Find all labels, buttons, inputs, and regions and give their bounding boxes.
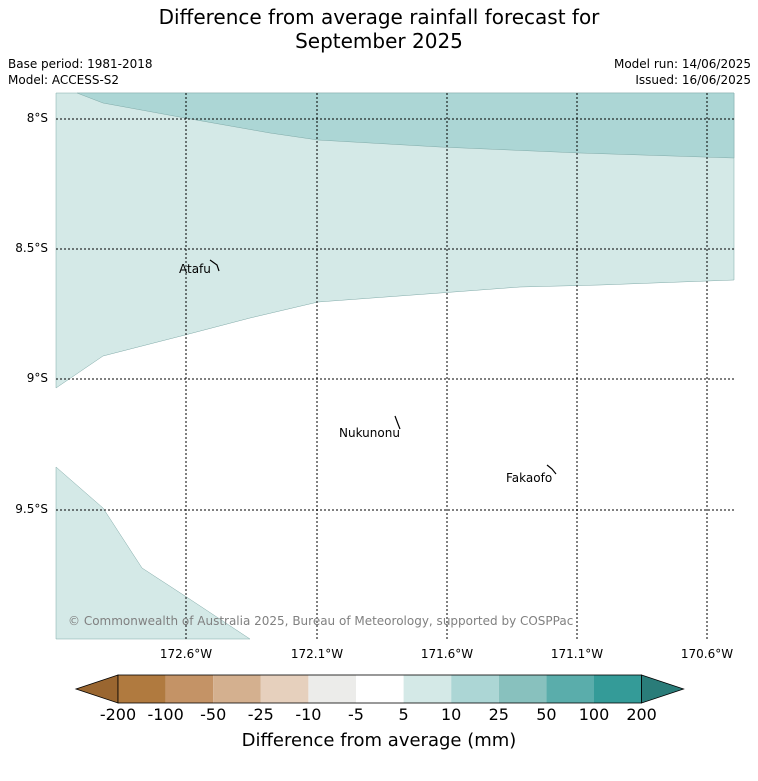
colorbar-extend-low [74, 674, 119, 704]
colorbar-tick-label: 50 [536, 705, 557, 724]
issued-date: Issued: 16/06/2025 [635, 73, 751, 87]
colorbar-outline [117, 674, 642, 704]
island-label-nukunonu: Nukunonu [339, 426, 400, 440]
colorbar-segment [356, 675, 404, 703]
colorbar-tick-label: -100 [147, 705, 184, 724]
lon-label-172-6w: 172.6°W [159, 647, 213, 661]
model-name: Model: ACCESS-S2 [8, 73, 120, 87]
colorbar-segment [308, 675, 356, 703]
colorbar-tick-label: 5 [398, 705, 409, 724]
meta-right: Model run: 14/06/2025 Issued: 16/06/2025 [614, 56, 751, 88]
colorbar-segment [118, 675, 166, 703]
colorbar-tick-label: 10 [441, 705, 462, 724]
colorbar-segment [260, 675, 309, 703]
colorbar-tick-label: -50 [200, 705, 227, 724]
colorbar-tick-label: -10 [295, 705, 322, 724]
rain-band-10-25 [76, 92, 735, 159]
colorbar-tick-label: -25 [247, 705, 274, 724]
colorbar-title: Difference from average (mm) [241, 730, 517, 751]
lon-label-170-6w: 170.6°W [680, 647, 734, 661]
colorbar-tick-label: 100 [578, 705, 610, 724]
colorbar-tick-label: 25 [488, 705, 509, 724]
gridlines [56, 93, 734, 639]
lat-label-8-5s: 8.5°S [15, 241, 48, 255]
lat-label-9-5s: 9.5°S [15, 502, 48, 516]
atoll-nukunonu [394, 415, 401, 430]
colorbar-tick-label: -200 [99, 705, 137, 724]
colorbar-extend-high [641, 674, 685, 704]
colorbar-segment [451, 675, 499, 703]
base-period: Base period: 1981-2018 [8, 57, 153, 71]
map-title: Difference from average rainfall forecas… [0, 5, 758, 53]
title-line-1: Difference from average rainfall forecas… [158, 5, 600, 29]
colorbar-tick-label: 200 [626, 705, 657, 724]
island-label-fakaofo: Fakaofo [506, 471, 553, 485]
meta-left: Base period: 1981-2018 Model: ACCESS-S2 [8, 56, 153, 88]
atoll-fakaofo [546, 464, 557, 475]
copyright-notice: © Commonwealth of Australia 2025, Bureau… [68, 614, 574, 628]
lat-label-8s: 8°S [26, 111, 48, 125]
model-run: Model run: 14/06/2025 [613, 57, 751, 71]
title-line-2: September 2025 [295, 29, 463, 53]
lon-label-172-1w: 172.1°W [290, 647, 344, 661]
lon-label-171-1w: 171.1°W [550, 647, 604, 661]
colorbar-segment [546, 675, 594, 703]
colorbar-segment [165, 675, 214, 703]
lon-label-171-6w: 171.6°W [420, 647, 474, 661]
colorbar [74, 674, 685, 704]
colorbar-tick-label: -5 [348, 705, 364, 724]
colorbar-segment [213, 675, 261, 703]
lat-label-9s: 9°S [26, 371, 48, 385]
colorbar-segment [498, 675, 547, 703]
atoll-atafu [209, 259, 220, 272]
colorbar-segment [403, 675, 452, 703]
rain-band-5-10-southwest [55, 466, 251, 640]
colorbar-segment [594, 675, 642, 703]
island-label-atafu: Atafu [179, 262, 211, 276]
